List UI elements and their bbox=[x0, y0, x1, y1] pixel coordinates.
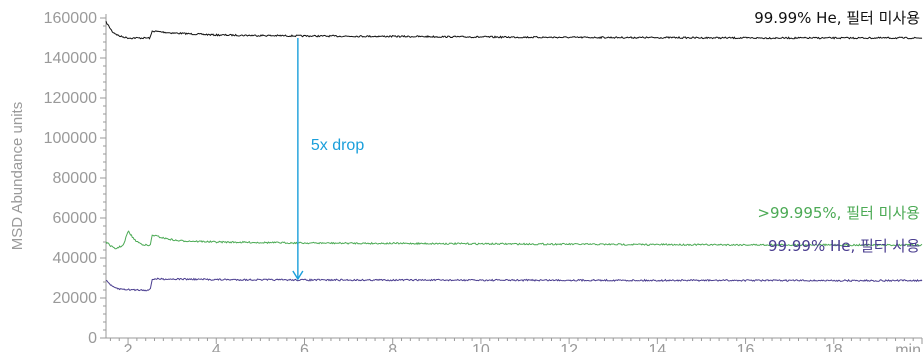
x-tick-label: 4 bbox=[212, 342, 221, 352]
series-label: >99.995%, 필터 미사용 bbox=[757, 204, 920, 222]
x-tick-label: 16 bbox=[737, 342, 755, 352]
series-line bbox=[105, 277, 923, 292]
series-label: 99.99% He, 필터 사용 bbox=[768, 237, 920, 255]
x-tick-label: 12 bbox=[560, 342, 578, 352]
y-tick-label: 60000 bbox=[53, 210, 98, 227]
series-label: 99.99% He, 필터 미사용 bbox=[754, 9, 920, 27]
series-line bbox=[105, 230, 923, 250]
y-tick-label: 80000 bbox=[53, 170, 98, 187]
y-axis-label: MSD Abundance units bbox=[9, 102, 26, 250]
y-tick-label: 40000 bbox=[53, 250, 98, 267]
series-layer: 99.99% He, 필터 미사용 >99.995%, 필터 미사용 99.99% … bbox=[105, 9, 923, 292]
y-tick-label: 160000 bbox=[44, 10, 97, 27]
series-line bbox=[105, 21, 923, 40]
drop-annotation-label: 5x drop bbox=[311, 137, 364, 154]
y-tick-label: 100000 bbox=[44, 130, 97, 147]
axes: 0 20000 40000 60000 80000 100000 120000 140000 1… bbox=[44, 10, 923, 352]
y-tick-label: 140000 bbox=[44, 50, 97, 67]
y-tick-label: 20000 bbox=[53, 290, 98, 307]
x-axis-unit-label: min bbox=[895, 342, 921, 352]
y-tick-label: 120000 bbox=[44, 90, 97, 107]
annotation-layer: 5x drop bbox=[292, 38, 364, 281]
x-tick-label: 14 bbox=[648, 342, 666, 352]
y-tick-label: 0 bbox=[88, 330, 97, 347]
x-tick-label: 10 bbox=[472, 342, 490, 352]
x-tick-label: 6 bbox=[300, 342, 309, 352]
x-tick-label: 18 bbox=[825, 342, 843, 352]
x-tick-label: 8 bbox=[388, 342, 397, 352]
x-tick-label: 2 bbox=[124, 342, 133, 352]
drop-arrow-head bbox=[292, 270, 304, 281]
